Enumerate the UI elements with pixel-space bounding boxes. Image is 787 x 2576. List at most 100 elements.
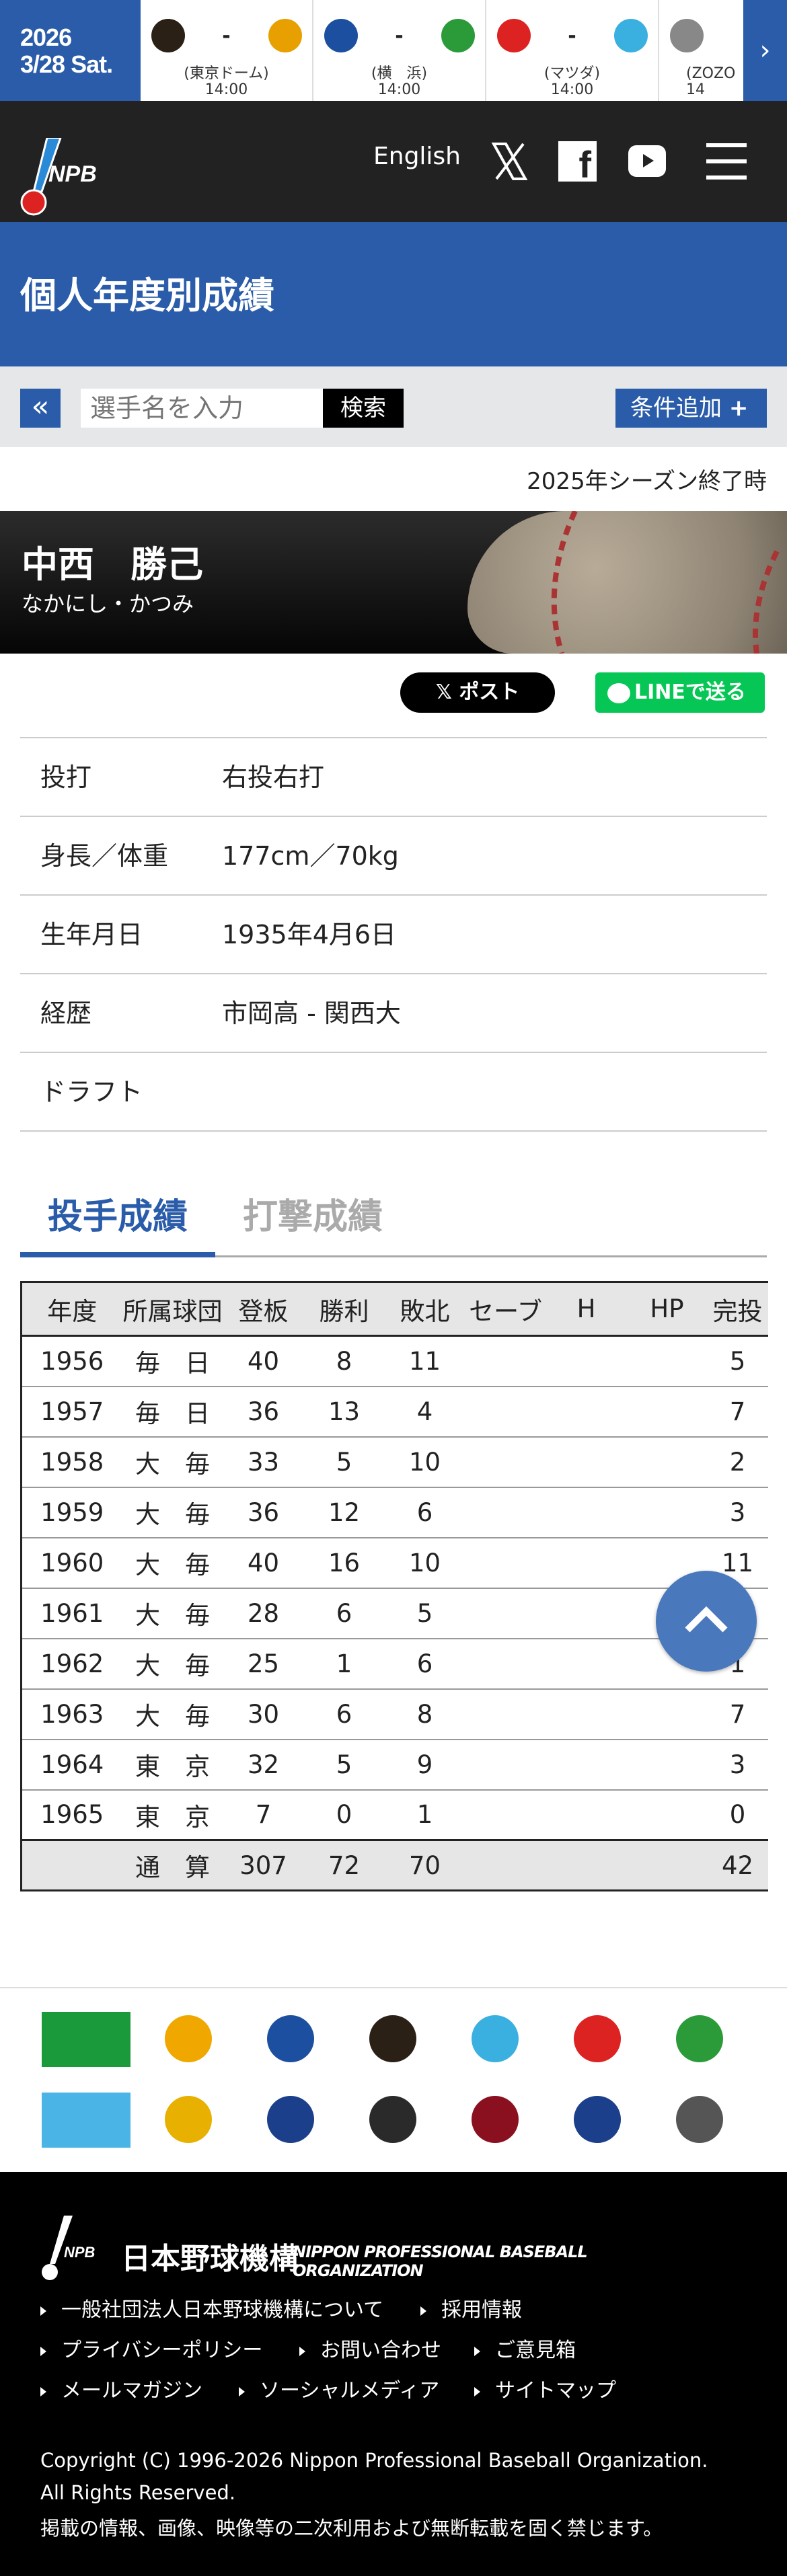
- baseball-image: [467, 511, 787, 654]
- add-condition-button[interactable]: 条件追加 +: [615, 389, 767, 428]
- season-note: 2025年シーズン終了時: [527, 468, 767, 495]
- pacific-league-logo-icon[interactable]: [42, 2093, 130, 2148]
- table-cell: [465, 1335, 546, 1387]
- total-cell: [21, 1839, 122, 1891]
- game-venue: (ZOZO: [686, 65, 736, 82]
- table-cell: [465, 1588, 546, 1639]
- game-card[interactable]: - (マツダ) 14:00: [486, 0, 659, 101]
- next-games-button[interactable]: ›: [743, 0, 787, 101]
- marines-logo-icon[interactable]: [676, 2096, 723, 2143]
- column-header[interactable]: 登板: [223, 1281, 304, 1337]
- giants-logo-icon[interactable]: [369, 2015, 416, 2062]
- table-cell: 3: [707, 1487, 768, 1538]
- search-button[interactable]: 検索: [323, 389, 404, 428]
- profile-value: 177cm／70kg: [222, 841, 399, 871]
- game-time: 14: [686, 81, 705, 98]
- column-header[interactable]: 完投: [707, 1281, 768, 1337]
- svg-text:NPB: NPB: [64, 2244, 96, 2261]
- table-cell: [626, 1688, 708, 1740]
- pitching-stats-table[interactable]: 年度 所属球団 登板 勝利 敗北 セーブ H HP 完投 1956 毎 日 40 8 11 5 1957 毎 …: [20, 1281, 768, 1891]
- reuse-notice: 掲載の情報、画像、映像等の二次利用および無断転載を固く禁じます。: [40, 2517, 663, 2540]
- scroll-to-top-button[interactable]: [656, 1571, 757, 1672]
- game-card[interactable]: (ZOZO 14: [659, 0, 743, 101]
- column-header[interactable]: HP: [626, 1281, 708, 1337]
- column-header[interactable]: 年度: [21, 1281, 122, 1337]
- lions-logo-icon[interactable]: [574, 2096, 621, 2143]
- table-cell: [546, 1386, 627, 1438]
- table-cell: 7: [223, 1789, 304, 1841]
- game-card[interactable]: - (東京ドーム) 14:00: [141, 0, 313, 101]
- profile-row: 投打 右投右打: [20, 738, 767, 817]
- hamburger-menu-icon[interactable]: [706, 143, 747, 180]
- date-year: 2026: [20, 24, 72, 51]
- back-button[interactable]: «: [20, 389, 61, 428]
- table-cell: [465, 1688, 546, 1740]
- giants-logo-icon: [151, 19, 185, 52]
- table-cell: 8: [384, 1688, 465, 1740]
- dragons-logo-icon: [614, 19, 648, 52]
- player-name: 中西 勝己: [22, 543, 203, 586]
- swallows-logo-icon[interactable]: [676, 2015, 723, 2062]
- table-cell: [546, 1335, 627, 1387]
- footer-link-about[interactable]: 一般社団法人日本野球機構について: [40, 2293, 383, 2323]
- eagles-logo-icon[interactable]: [472, 2096, 519, 2143]
- buffaloes-logo-icon[interactable]: [369, 2096, 416, 2143]
- footer-link-contact[interactable]: お問い合わせ: [299, 2333, 441, 2363]
- npb-logo[interactable]: NPB: [19, 138, 120, 219]
- table-row: 1960 大 毎 40 16 10 11: [21, 1537, 768, 1589]
- fighters-logo-icon[interactable]: [267, 2096, 314, 2143]
- table-row: 1959 大 毎 36 12 6 3: [21, 1487, 768, 1538]
- game-venue: (東京ドーム): [184, 65, 269, 82]
- column-header[interactable]: セーブ: [465, 1281, 546, 1337]
- hawks-logo-icon[interactable]: [165, 2096, 212, 2143]
- table-cell: 5: [303, 1739, 385, 1791]
- player-banner: 中西 勝己 なかにし・かつみ: [0, 511, 787, 654]
- baystars-logo-icon[interactable]: [267, 2015, 314, 2062]
- profile-row: 生年月日 1935年4月6日: [20, 896, 767, 974]
- carp-logo-icon[interactable]: [574, 2015, 621, 2062]
- player-search-input[interactable]: [81, 389, 323, 428]
- footer-link-newsletter[interactable]: メールマガジン: [40, 2374, 202, 2403]
- footer-link-recruit[interactable]: 採用情報: [420, 2293, 522, 2323]
- column-header[interactable]: 所属球団: [122, 1281, 223, 1337]
- tab-pitching[interactable]: 投手成績: [20, 1187, 215, 1257]
- footer-link-social[interactable]: ソーシャルメディア: [239, 2374, 439, 2403]
- footer-link-feedback[interactable]: ご意見箱: [474, 2333, 576, 2363]
- tab-batting[interactable]: 打撃成績: [242, 1197, 383, 1237]
- column-header[interactable]: 敗北: [384, 1281, 465, 1337]
- stats-tabs: 投手成績 打撃成績: [20, 1173, 767, 1257]
- central-league-logo-icon[interactable]: [42, 2012, 130, 2067]
- x-icon[interactable]: [491, 141, 528, 182]
- line-share-button[interactable]: LINEで送る: [595, 672, 765, 713]
- date-day: 3/28 Sat.: [20, 50, 113, 78]
- footer-npb-logo[interactable]: NPB 日本野球機構 NIPPON PROFESSIONAL BASEBALL …: [40, 2216, 646, 2283]
- column-header[interactable]: 勝利: [303, 1281, 385, 1337]
- table-cell: 32: [223, 1739, 304, 1791]
- table-cell: 25: [223, 1638, 304, 1690]
- facebook-icon[interactable]: f: [558, 141, 597, 186]
- page-title: 個人年度別成績: [20, 274, 274, 317]
- chevron-up-icon: [685, 1606, 728, 1633]
- table-cell: 8: [303, 1335, 385, 1387]
- profile-value: 1935年4月6日: [222, 920, 397, 949]
- table-row: 1964 東 京 32 5 9 3: [21, 1739, 768, 1791]
- table-cell: [546, 1688, 627, 1740]
- table-cell: 10: [384, 1537, 465, 1589]
- table-cell: [626, 1789, 708, 1841]
- dragons-logo-icon[interactable]: [472, 2015, 519, 2062]
- table-cell: 1962: [21, 1638, 122, 1690]
- x-post-button[interactable]: 𝕏 ポスト: [400, 672, 555, 713]
- table-cell: 1965: [21, 1789, 122, 1841]
- table-cell: [465, 1487, 546, 1538]
- footer-link-sitemap[interactable]: サイトマップ: [474, 2374, 616, 2403]
- game-score: -: [395, 24, 404, 48]
- table-cell: 1: [303, 1638, 385, 1690]
- tigers-logo-icon[interactable]: [165, 2015, 212, 2062]
- column-header[interactable]: H: [546, 1281, 627, 1337]
- profile-row: 身長／体重 177cm／70kg: [20, 817, 767, 896]
- profile-label: 生年月日: [40, 920, 143, 949]
- youtube-icon[interactable]: [628, 145, 666, 177]
- english-link[interactable]: English: [373, 143, 461, 170]
- footer-link-privacy[interactable]: プライバシーポリシー: [40, 2333, 262, 2363]
- game-card[interactable]: - (横 浜) 14:00: [313, 0, 486, 101]
